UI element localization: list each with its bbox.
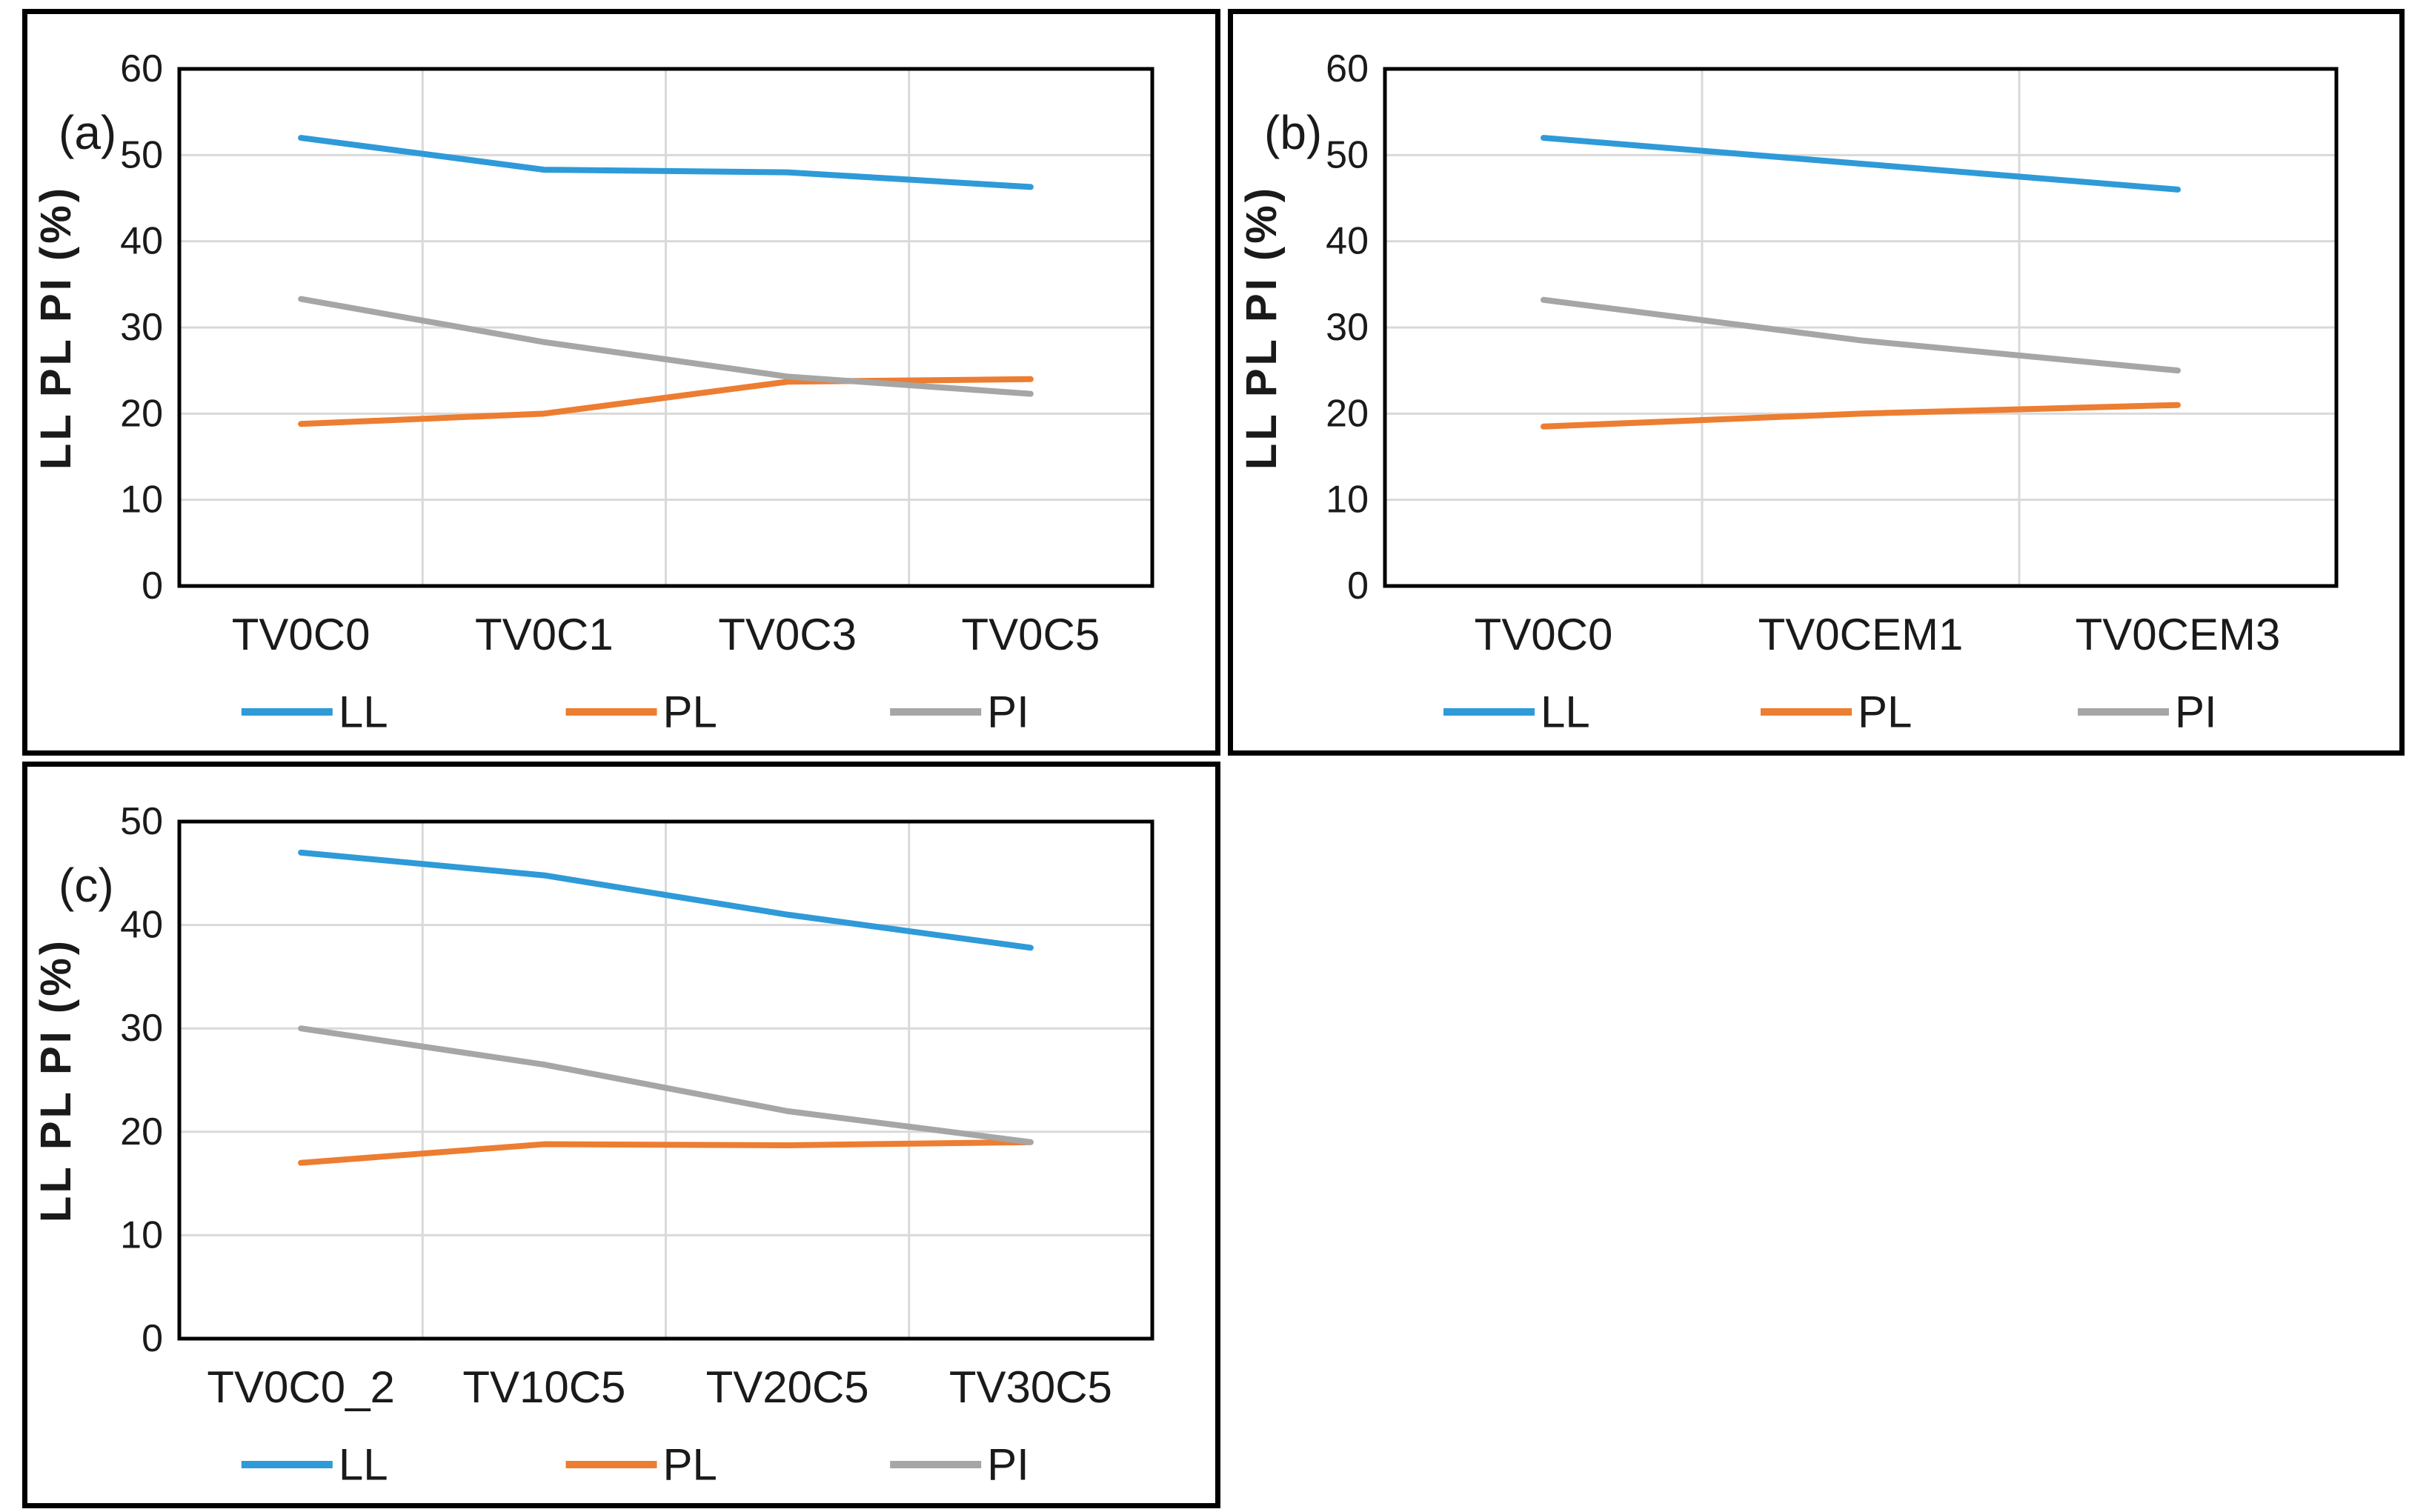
legend-item-LL: LL — [1443, 687, 1590, 737]
y-tick-label: 30 — [1326, 306, 1369, 349]
chart-panel-a: 0 10 20 30 40 50 60 (a) LL PL PI (%) TV0C0 TV0C1 TV… — [22, 9, 1220, 756]
legend-item-PL: PL — [565, 687, 717, 737]
panel-label: (a) — [59, 106, 116, 159]
series-line-PL — [298, 1139, 1034, 1166]
chart-panel-c: 0 10 20 30 40 50 (c) LL PL PI (%) TV0C0_2 TV10C5 T… — [22, 762, 1220, 1508]
legend-item-PI: PI — [890, 687, 1029, 737]
legend-item-PL: PL — [565, 1440, 717, 1490]
series-line-PI — [298, 296, 1034, 397]
series-line-LL — [298, 849, 1034, 951]
y-tick-label: 50 — [1326, 133, 1369, 176]
panel-label: (c) — [59, 859, 114, 912]
y-tick-label: 0 — [1347, 564, 1369, 607]
series-line-LL — [1541, 135, 2181, 193]
series-line-PL — [1541, 402, 2181, 430]
legend-label: PI — [987, 1440, 1029, 1490]
y-tick-label: 20 — [120, 392, 163, 435]
y-tick-label: 50 — [120, 800, 163, 843]
legend-label: PI — [987, 687, 1029, 737]
y-tick-label: 40 — [1326, 220, 1369, 263]
legend-label: LL — [339, 1440, 388, 1490]
legend-item-PI: PI — [2078, 687, 2217, 737]
x-category-label: TV10C5 — [462, 1362, 625, 1412]
chart-svg-b: 0 10 20 30 40 50 60(b) LL PL PI (%) TV0C0 TV0CEM1… — [1237, 47, 2339, 737]
series-line-PI — [1541, 296, 2181, 374]
x-category-label: TV0C0 — [1475, 610, 1613, 659]
y-axis-title: LL PL PI (%) — [32, 938, 80, 1222]
plot-border — [177, 67, 1154, 588]
x-category-label: TV0C3 — [718, 610, 857, 659]
x-category-label: TV0C0 — [232, 610, 371, 659]
y-tick-label: 10 — [120, 479, 163, 522]
y-tick-label: 10 — [120, 1213, 163, 1256]
legend-label: PL — [663, 1440, 717, 1490]
y-tick-label: 20 — [1326, 392, 1369, 435]
y-tick-label: 20 — [120, 1110, 163, 1153]
x-category-label: TV0C1 — [475, 610, 614, 659]
chart-panel-b: 0 10 20 30 40 50 60 (b) LL PL PI (%) TV0C0 TV0CEM1… — [1228, 9, 2405, 756]
legend-label: PI — [2175, 687, 2217, 737]
y-tick-label: 60 — [120, 47, 163, 90]
y-tick-label: 60 — [1326, 47, 1369, 90]
plot-border — [177, 819, 1154, 1341]
x-category-label: TV20C5 — [706, 1362, 869, 1412]
legend-label: LL — [1541, 687, 1590, 737]
legend-label: PL — [1858, 687, 1912, 737]
x-category-label: TV30C5 — [949, 1362, 1112, 1412]
x-category-label: TV0CEM3 — [2076, 610, 2281, 659]
y-tick-label: 40 — [120, 904, 163, 947]
x-category-label: TV0C5 — [962, 610, 1100, 659]
legend-label: PL — [663, 687, 717, 737]
y-tick-label: 50 — [120, 133, 163, 176]
legend-label: LL — [339, 687, 388, 737]
y-tick-label: 40 — [120, 220, 163, 263]
x-category-label: TV0CEM1 — [1758, 610, 1964, 659]
series-line-PI — [298, 1025, 1034, 1145]
y-tick-label: 10 — [1326, 479, 1369, 522]
legend-item-PI: PI — [890, 1440, 1029, 1490]
panel-label: (b) — [1264, 106, 1322, 159]
chart-svg-c: 0 10 20 30 40 50(c) LL PL PI (%) TV0C0_2 TV10C5 T… — [32, 800, 1154, 1490]
y-tick-label: 0 — [142, 564, 163, 607]
y-tick-label: 30 — [120, 306, 163, 349]
y-axis-title: LL PL PI (%) — [32, 185, 80, 470]
x-category-label: TV0C0_2 — [207, 1362, 394, 1412]
legend-item-LL: LL — [241, 687, 388, 737]
chart-svg-a: 0 10 20 30 40 50 60(a) LL PL PI (%) TV0C0 TV0C1 TV… — [32, 47, 1154, 737]
plot-border — [1383, 67, 2339, 588]
y-axis-title: LL PL PI (%) — [1237, 185, 1286, 470]
legend-item-LL: LL — [241, 1440, 388, 1490]
y-tick-label: 0 — [142, 1317, 163, 1360]
series-line-LL — [298, 135, 1034, 190]
y-tick-label: 30 — [120, 1007, 163, 1050]
series-line-PL — [298, 376, 1034, 427]
legend-item-PL: PL — [1761, 687, 1912, 737]
